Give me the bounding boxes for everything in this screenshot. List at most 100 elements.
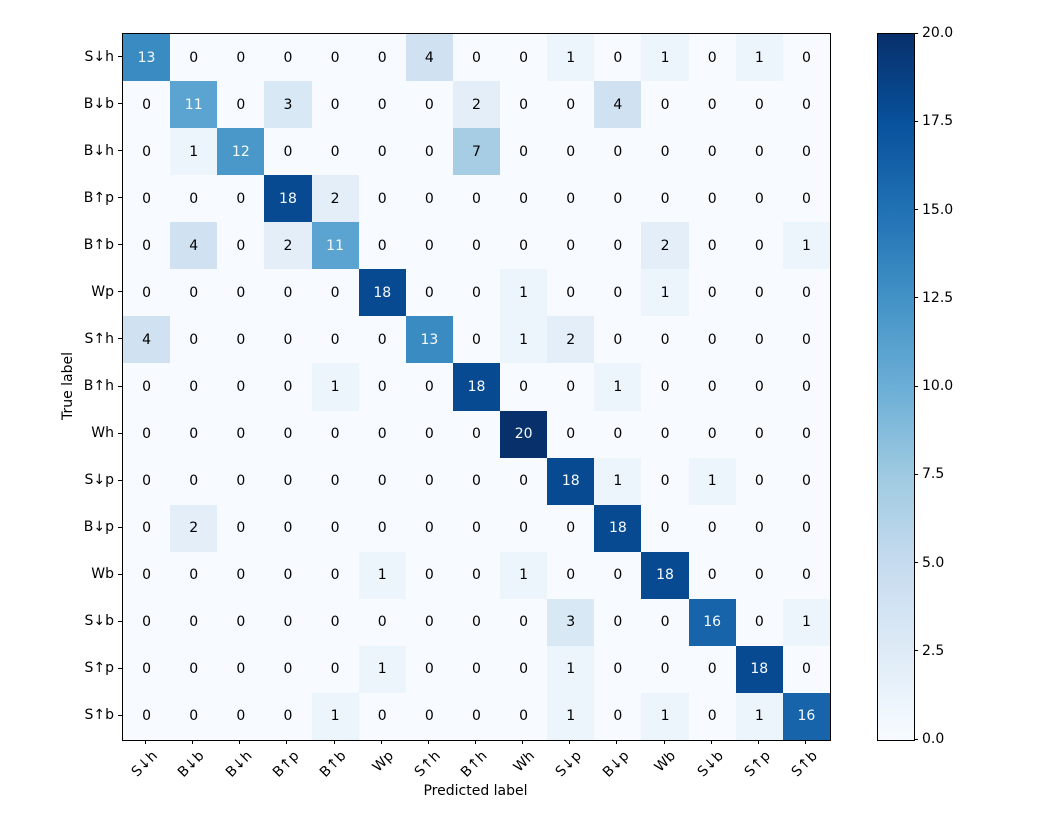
heatmap-cell: 0 — [594, 34, 642, 82]
heatmap-cell: 0 — [311, 410, 359, 458]
y-tick-label: B↑h — [83, 378, 114, 394]
heatmap-cell: 0 — [735, 598, 783, 646]
tick-mark — [118, 244, 122, 246]
heatmap-cell: 1 — [782, 598, 830, 646]
heatmap-cell: 0 — [123, 363, 171, 411]
heatmap-cell: 11 — [311, 222, 359, 270]
heatmap-cell: 0 — [217, 410, 265, 458]
y-tick-label: S↓p — [84, 472, 114, 489]
heatmap-cell: 0 — [500, 222, 548, 270]
heatmap-cell: 0 — [311, 598, 359, 646]
heatmap-cell: 0 — [123, 598, 171, 646]
heatmap-cell: 0 — [500, 504, 548, 552]
heatmap-cell: 0 — [217, 269, 265, 317]
heatmap-cell: 0 — [217, 363, 265, 411]
heatmap-cell: 20 — [500, 410, 548, 458]
heatmap-cell: 0 — [452, 175, 501, 223]
heatmap-cell: 0 — [217, 504, 265, 552]
heatmap-cell: 0 — [311, 128, 359, 176]
heatmap-cell: 0 — [641, 504, 689, 552]
heatmap-cell: 0 — [641, 81, 689, 129]
heatmap-cell: 0 — [735, 81, 783, 129]
heatmap-cell: 0 — [547, 81, 595, 129]
heatmap-cell: 0 — [264, 316, 312, 364]
x-tick-label: Wb — [651, 748, 680, 776]
heatmap-cell: 0 — [547, 128, 595, 176]
heatmap-cell: 0 — [452, 34, 501, 82]
tick-mark — [118, 103, 122, 105]
heatmap-cell: 0 — [311, 551, 359, 599]
heatmap-cell: 0 — [264, 128, 312, 176]
heatmap-cell: 0 — [358, 410, 406, 458]
heatmap-cell: 0 — [311, 457, 359, 505]
x-tick-label: S↓b — [694, 748, 727, 781]
heatmap-cell: 1 — [547, 34, 595, 82]
tick-mark — [616, 740, 618, 744]
heatmap-cell: 1 — [641, 692, 689, 740]
heatmap-cell: 0 — [170, 34, 218, 82]
y-tick-label: S↓h — [84, 48, 115, 65]
heatmap-cell: 0 — [594, 269, 642, 317]
colorbar-tick-label: 2.5 — [922, 642, 945, 659]
heatmap-cell: 0 — [500, 34, 548, 82]
heatmap-cell: 0 — [782, 457, 830, 505]
heatmap-cell: 0 — [170, 692, 218, 740]
heatmap-cell: 0 — [735, 504, 783, 552]
heatmap-cell: 0 — [358, 363, 406, 411]
heatmap-cell: 0 — [688, 363, 736, 411]
x-tick-label: B↓p — [599, 748, 633, 781]
tick-mark — [239, 740, 241, 744]
heatmap-cell: 2 — [264, 222, 312, 270]
tick-mark — [757, 740, 759, 744]
x-tick-label: S↓p — [552, 748, 586, 781]
tick-mark — [286, 740, 288, 744]
heatmap-cell: 2 — [452, 81, 501, 129]
heatmap-cell: 0 — [735, 175, 783, 223]
heatmap-cell: 0 — [735, 128, 783, 176]
heatmap-cell: 0 — [405, 692, 453, 740]
heatmap-cell: 0 — [170, 457, 218, 505]
heatmap-cell: 0 — [547, 504, 595, 552]
heatmap-cell: 0 — [264, 551, 312, 599]
heatmap-cell: 0 — [594, 175, 642, 223]
heatmap-cell: 0 — [782, 410, 830, 458]
heatmap-cell: 16 — [688, 598, 736, 646]
heatmap-cell: 1 — [358, 645, 406, 693]
heatmap-cell: 0 — [641, 175, 689, 223]
y-tick-label: S↑b — [84, 707, 114, 724]
heatmap-cell: 0 — [123, 128, 171, 176]
heatmap-cell: 0 — [452, 457, 501, 505]
y-tick-label: B↑p — [83, 189, 114, 206]
heatmap-cell: 1 — [547, 692, 595, 740]
tick-mark — [118, 432, 122, 434]
heatmap-cell: 0 — [594, 222, 642, 270]
x-tick-label: Wh — [510, 748, 538, 776]
heatmap-cell: 0 — [170, 645, 218, 693]
heatmap-cell: 0 — [264, 269, 312, 317]
tick-mark — [914, 209, 918, 210]
heatmap-cell: 0 — [358, 175, 406, 223]
heatmap-cell: 3 — [264, 81, 312, 129]
heatmap-cell: 0 — [123, 504, 171, 552]
heatmap-cell: 0 — [358, 598, 406, 646]
heatmap-cell: 0 — [358, 222, 406, 270]
y-tick-label: S↓b — [84, 613, 114, 630]
heatmap-cell: 0 — [547, 269, 595, 317]
heatmap-cell: 0 — [735, 457, 783, 505]
tick-mark — [118, 620, 122, 622]
heatmap-cell: 0 — [264, 410, 312, 458]
tick-mark — [118, 385, 122, 387]
heatmap-cell: 0 — [782, 81, 830, 129]
heatmap-cell: 13 — [405, 316, 453, 364]
heatmap-cell: 0 — [500, 81, 548, 129]
tick-mark — [118, 338, 122, 340]
heatmap-cell: 0 — [594, 645, 642, 693]
heatmap-cell: 4 — [405, 34, 453, 82]
heatmap-cell: 0 — [735, 269, 783, 317]
tick-mark — [118, 197, 122, 199]
heatmap-cell: 1 — [641, 34, 689, 82]
x-tick-label: S↑p — [741, 748, 774, 781]
heatmap-cell: 1 — [358, 551, 406, 599]
heatmap-cell: 0 — [735, 410, 783, 458]
heatmap-cell: 11 — [170, 81, 218, 129]
